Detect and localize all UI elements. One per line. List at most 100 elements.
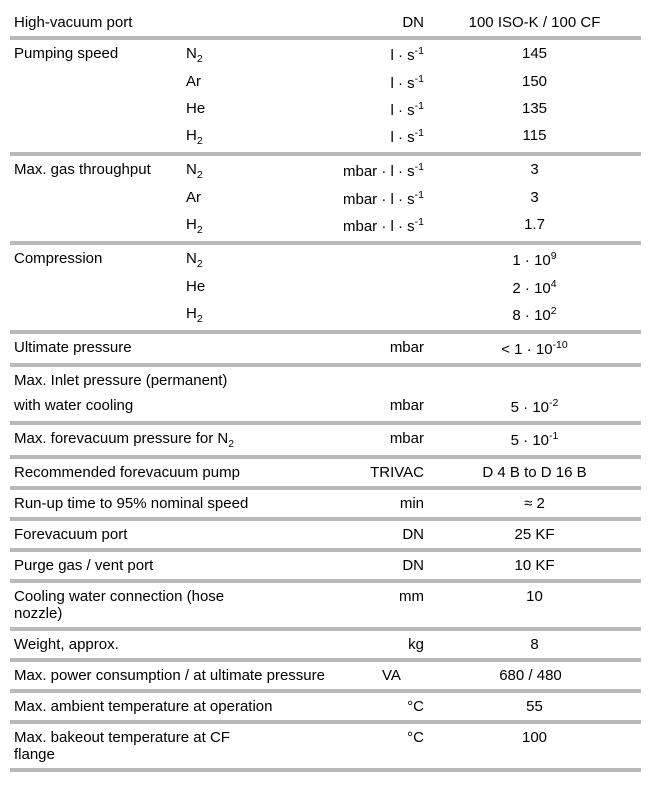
table-row: H2mbar · l · s-11.7 xyxy=(10,212,641,240)
table-row: H28 · 102 xyxy=(10,301,641,329)
unit-cell: l · s-1 xyxy=(274,73,432,92)
separator xyxy=(10,720,641,724)
gas-cell: Ar xyxy=(186,189,274,206)
value-cell: 115 xyxy=(432,127,637,144)
table-row: Forevacuum portDN25 KF xyxy=(10,522,641,547)
separator xyxy=(10,658,641,662)
separator xyxy=(10,768,641,772)
unit-cell: min xyxy=(274,495,432,512)
param-label: Max. bakeout temperature at CF flange xyxy=(14,729,274,763)
unit-cell: kg xyxy=(274,636,432,653)
table-row: Armbar · l · s-13 xyxy=(10,185,641,212)
table-row: Recommended forevacuum pumpTRIVACD 4 B t… xyxy=(10,460,641,485)
separator xyxy=(10,689,641,693)
separator xyxy=(10,548,641,552)
unit-cell: °C xyxy=(274,729,432,746)
separator xyxy=(10,627,641,631)
value-cell: D 4 B to D 16 B xyxy=(432,464,637,481)
gas-cell: N2 xyxy=(186,250,274,270)
table-row: Cooling water connection (hose nozzle)mm… xyxy=(10,584,641,626)
param-label: Max. gas throughput xyxy=(14,161,186,178)
separator xyxy=(10,486,641,490)
table-row: Pumping speedN2l · s-1145 xyxy=(10,41,641,69)
table-row: Weight, approx.kg8 xyxy=(10,632,641,657)
gas-cell: H2 xyxy=(186,127,274,147)
value-cell: 1 · 109 xyxy=(432,250,637,269)
param-label: High-vacuum port xyxy=(14,14,186,31)
table-row: High-vacuum port DN100 ISO-K / 100 CF xyxy=(10,10,641,35)
param-label: Ultimate pressure xyxy=(14,339,274,356)
table-row: Purge gas / vent portDN10 KF xyxy=(10,553,641,578)
value-cell: 100 xyxy=(432,729,637,746)
param-label: Recommended forevacuum pump xyxy=(14,464,274,481)
table-row: Arl · s-1150 xyxy=(10,69,641,96)
value-cell: 10 xyxy=(432,588,637,605)
unit-cell: VA xyxy=(382,667,424,684)
param-label: with water cooling xyxy=(14,397,274,414)
separator xyxy=(10,152,641,156)
table-row: He 2 · 104 xyxy=(10,274,641,301)
separator xyxy=(10,363,641,367)
separator xyxy=(10,579,641,583)
gas-cell: Ar xyxy=(186,73,274,90)
value-cell: < 1 · 10-10 xyxy=(432,339,637,358)
value-cell: 25 KF xyxy=(432,526,637,543)
table-row: Max. ambient temperature at operation°C5… xyxy=(10,694,641,719)
table-row: CompressionN2 1 · 109 xyxy=(10,246,641,274)
value-cell: 145 xyxy=(432,45,637,62)
spec-table: High-vacuum portDN100 ISO-K / 100 CFPump… xyxy=(10,10,641,772)
value-cell: 150 xyxy=(432,73,637,90)
table-row: Hel · s-1135 xyxy=(10,96,641,123)
param-label: Max. ambient temperature at operation xyxy=(14,698,274,715)
unit-cell: l · s-1 xyxy=(274,127,432,146)
gas-cell: N2 xyxy=(186,45,274,65)
param-label: Cooling water connection (hose nozzle) xyxy=(14,588,274,622)
param-label: Purge gas / vent port xyxy=(14,557,274,574)
param-label: Pumping speed xyxy=(14,45,186,62)
unit-cell: mm xyxy=(274,588,432,605)
unit-cell: mbar xyxy=(274,430,432,447)
separator xyxy=(10,421,641,425)
table-row: Max. gas throughputN2mbar · l · s-13 xyxy=(10,157,641,185)
value-cell: 135 xyxy=(432,100,637,117)
value-cell: 3 xyxy=(432,161,637,178)
value-cell: ≈ 2 xyxy=(432,495,637,512)
value-cell: 1.7 xyxy=(432,216,637,233)
value-cell: 8 · 102 xyxy=(432,305,637,324)
separator xyxy=(10,241,641,245)
gas-cell: He xyxy=(186,278,274,295)
unit-cell: mbar · l · s-1 xyxy=(274,216,432,235)
value-cell: 10 KF xyxy=(432,557,637,574)
param-label: Forevacuum port xyxy=(14,526,274,543)
unit-cell: mbar xyxy=(274,397,432,414)
value-cell: 680 / 480 xyxy=(424,667,637,684)
unit-cell: DN xyxy=(274,14,432,31)
unit-cell: l · s-1 xyxy=(274,100,432,119)
param-label: Max. power consumption / at ultimate pre… xyxy=(14,667,382,684)
separator xyxy=(10,330,641,334)
value-cell: 100 ISO-K / 100 CF xyxy=(432,14,637,31)
unit-cell: mbar · l · s-1 xyxy=(274,161,432,180)
unit-cell: l · s-1 xyxy=(274,45,432,64)
gas-cell: He xyxy=(186,100,274,117)
table-row: Max. Inlet pressure (permanent) xyxy=(10,368,641,393)
table-row: Ultimate pressurembar< 1 · 10-10 xyxy=(10,335,641,362)
gas-cell: H2 xyxy=(186,216,274,236)
value-cell: 55 xyxy=(432,698,637,715)
table-row: with water coolingmbar5 · 10-2 xyxy=(10,393,641,420)
gas-cell: N2 xyxy=(186,161,274,181)
separator xyxy=(10,517,641,521)
param-label: Max. Inlet pressure (permanent) xyxy=(14,372,274,389)
unit-cell: mbar · l · s-1 xyxy=(274,189,432,208)
unit-cell: DN xyxy=(274,526,432,543)
table-row: Max. bakeout temperature at CF flange°C1… xyxy=(10,725,641,767)
value-cell: 2 · 104 xyxy=(432,278,637,297)
param-label: Compression xyxy=(14,250,186,267)
table-row: Max. power consumption / at ultimate pre… xyxy=(10,663,641,688)
value-cell: 8 xyxy=(432,636,637,653)
table-row: Run-up time to 95% nominal speedmin≈ 2 xyxy=(10,491,641,516)
value-cell: 5 · 10-2 xyxy=(432,397,637,416)
param-label: Weight, approx. xyxy=(14,636,274,653)
unit-cell: TRIVAC xyxy=(274,464,432,481)
param-label: Run-up time to 95% nominal speed xyxy=(14,495,274,512)
